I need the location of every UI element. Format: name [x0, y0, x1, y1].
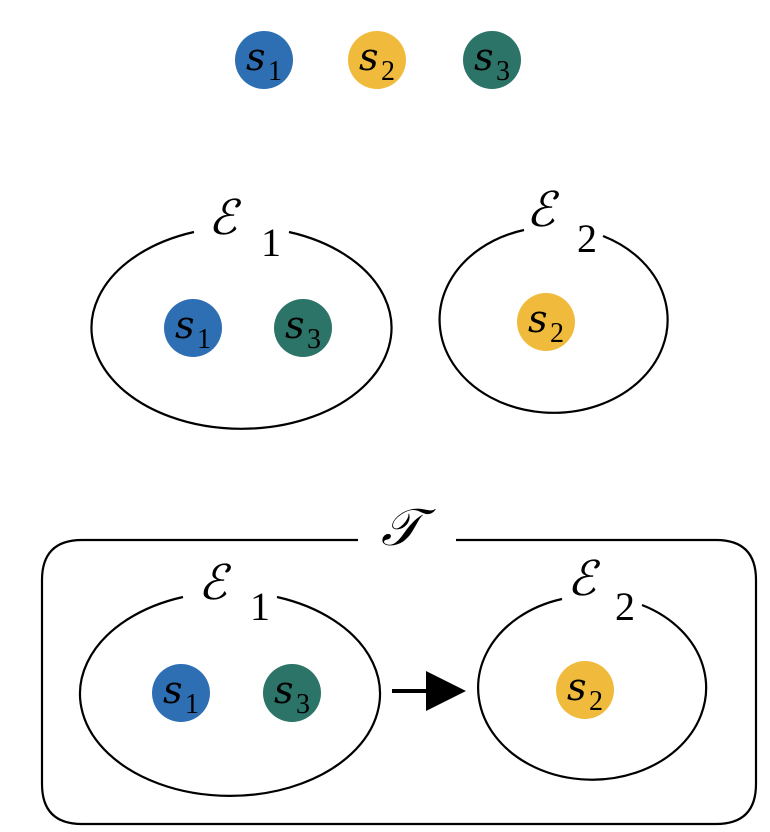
- token-circle: [263, 664, 321, 722]
- token-symbol: s: [474, 35, 494, 79]
- token-subscript: 1: [185, 689, 199, 720]
- token-symbol: s: [274, 668, 294, 712]
- token-circle: [164, 299, 222, 357]
- environment-e1-symbol: ℰ: [198, 555, 232, 611]
- token-subscript: 2: [550, 318, 564, 349]
- token-circle: [348, 31, 406, 89]
- trajectory-environment-e2: ℰ 2 s 2: [477, 551, 708, 781]
- legend-token-s2: s 2: [348, 31, 406, 89]
- environment-e1-symbol: ℰ: [208, 190, 242, 246]
- environment-e1-outline: [90, 230, 393, 430]
- environment-e2-symbol: ℰ: [526, 182, 560, 238]
- environment-e1-token-s3: s 3: [274, 299, 332, 357]
- token-symbol: s: [175, 303, 195, 347]
- token-symbol: s: [285, 303, 305, 347]
- token-symbol: s: [567, 665, 587, 709]
- token-symbol: s: [163, 668, 183, 712]
- trajectory-environment-e1: ℰ 1 s 1 s 3: [78, 555, 382, 797]
- token-subscript: 3: [496, 56, 510, 87]
- token-subscript: 1: [268, 56, 282, 87]
- environment-e1-token-s3: s 3: [263, 664, 321, 722]
- legend-token-s1: s 1: [235, 31, 293, 89]
- environment-e2-subscript: 2: [577, 216, 597, 261]
- environment-e1-subscript: 1: [261, 220, 281, 265]
- token-symbol: s: [359, 35, 379, 79]
- token-circle: [556, 661, 614, 719]
- token-symbol: s: [246, 35, 266, 79]
- trajectory-outline: [40, 538, 758, 826]
- token-subscript: 2: [381, 56, 395, 87]
- environment-e2-outline: [477, 597, 708, 781]
- token-circle: [274, 299, 332, 357]
- environment-e1-subscript: 1: [250, 584, 270, 629]
- environment-e1-outline: [78, 595, 382, 797]
- environment-e2-symbol: ℰ: [567, 551, 601, 607]
- token-subscript: 2: [589, 686, 603, 717]
- environment-e2: ℰ 2 s 2: [438, 182, 669, 414]
- trajectory: 𝒯 ℰ 1 s 1 s 3 ℰ 2 s 2: [40, 498, 758, 826]
- environment-e2-outline: [438, 228, 669, 414]
- environment-e2-token-s2: s 2: [556, 661, 614, 719]
- environment-e2-subscript: 2: [615, 584, 635, 629]
- legend-token-s3: s 3: [463, 31, 521, 89]
- token-subscript: 3: [307, 324, 321, 355]
- token-subscript: 1: [197, 324, 211, 355]
- legend: s 1 s 2 s 3: [235, 31, 521, 89]
- environment-e2-token-s2: s 2: [517, 293, 575, 351]
- token-circle: [463, 31, 521, 89]
- trajectory-symbol: 𝒯: [381, 498, 436, 558]
- token-subscript: 3: [296, 689, 310, 720]
- token-circle: [152, 664, 210, 722]
- environment-e1: ℰ 1 s 1 s 3: [90, 190, 393, 430]
- token-symbol: s: [528, 297, 548, 341]
- environment-e1-token-s1: s 1: [152, 664, 210, 722]
- token-circle: [517, 293, 575, 351]
- token-circle: [235, 31, 293, 89]
- environment-e1-token-s1: s 1: [164, 299, 222, 357]
